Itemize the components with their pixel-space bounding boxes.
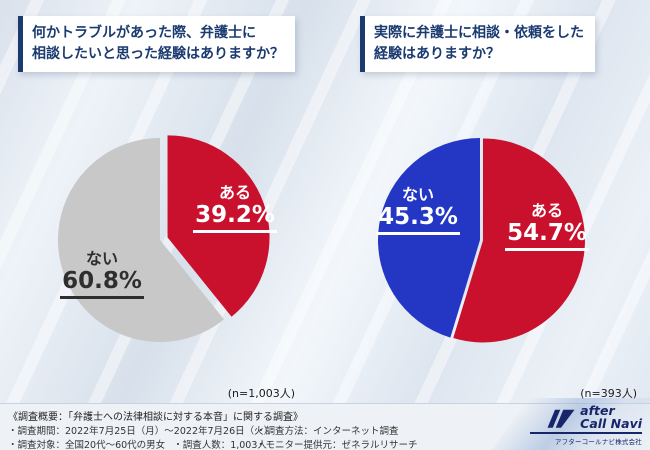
chart1-title-line1: 何かトラブルがあった際、弁護士に — [32, 25, 256, 41]
chart1-question-title: 何かトラブルがあった際、弁護士に 相談したいと思った経験はありますか？ — [18, 16, 295, 72]
slice-name: ない — [85, 249, 118, 268]
pie-slice — [167, 135, 270, 317]
survey-method: ・調査方法：インターネット調査 — [256, 426, 399, 437]
survey-monitor-provider: ・モニター提供元：ゼネラルリサーチ — [256, 439, 418, 450]
chart2-title-line1: 実際に弁護士に相談・依頼をした — [374, 25, 584, 41]
logo-company-name: アフターコールナビ株式会社 — [554, 438, 642, 446]
logo-line2: Call Navi — [580, 415, 642, 431]
logo-wordmark: after Call Navi — [580, 404, 642, 431]
slice-name: ある — [218, 183, 251, 202]
pie-slice — [378, 138, 480, 338]
survey-note-row-2: ・調査対象：全国20代～60代の男女 ・調査人数：1,003人 ・モニター提供元… — [8, 439, 642, 450]
logo-underline — [530, 432, 642, 434]
pie-slice — [57, 138, 225, 342]
chart2-sample-size: (n=393人) — [580, 387, 637, 400]
survey-note-col1: ・調査期間：2022年7月25日（月）～2022年7月26日（火） — [8, 425, 273, 439]
survey-note-row-1: ・調査期間：2022年7月25日（月）～2022年7月26日（火） ・調査方法：… — [8, 425, 642, 439]
pie-slice — [453, 138, 585, 343]
chart2-slice-label-nai: ない 45.3% — [368, 185, 468, 235]
survey-note-col1: ・調査対象：全国20代～60代の男女 ・調査人数：1,003人 — [8, 439, 267, 450]
chart2-question-title: 実際に弁護士に相談・依頼をした 経験はありますか？ — [360, 16, 595, 72]
pie-chart-consult-actual — [378, 138, 585, 343]
slice-percent: 45.3% — [376, 204, 460, 235]
chart1-slice-label-nai: ない 60.8% — [52, 249, 152, 299]
chart2-title-line2: 経験はありますか？ — [374, 46, 500, 62]
survey-target: ・調査対象：全国20代～60代の男女 — [8, 439, 166, 450]
chart2-slice-label-aru: ある 54.7% — [497, 201, 597, 251]
slice-percent: 54.7% — [505, 220, 589, 251]
survey-period: ・調査期間：2022年7月25日（月）～2022年7月26日（火） — [8, 426, 274, 437]
logo-row: after Call Navi — [530, 404, 642, 431]
slice-name: ない — [401, 185, 434, 204]
slice-name: ある — [530, 201, 563, 220]
company-logo: after Call Navi アフターコールナビ株式会社 — [530, 404, 642, 446]
slice-percent: 60.8% — [60, 268, 144, 299]
chart1-title-line2: 相談したいと思った経験はありますか？ — [32, 46, 284, 62]
logo-swoosh-icon — [547, 409, 575, 428]
slice-percent: 39.2% — [193, 202, 277, 233]
survey-note-heading: 《調査概要：「弁護士への法律相談に対する本音」に関する調査》 — [8, 412, 303, 423]
pie-chart-consult-wish — [57, 135, 270, 342]
chart1-sample-size: (n=1,003人) — [227, 387, 295, 400]
chart1-slice-label-aru: ある 39.2% — [185, 183, 285, 233]
survey-count: ・調査人数：1,003人 — [173, 439, 267, 450]
